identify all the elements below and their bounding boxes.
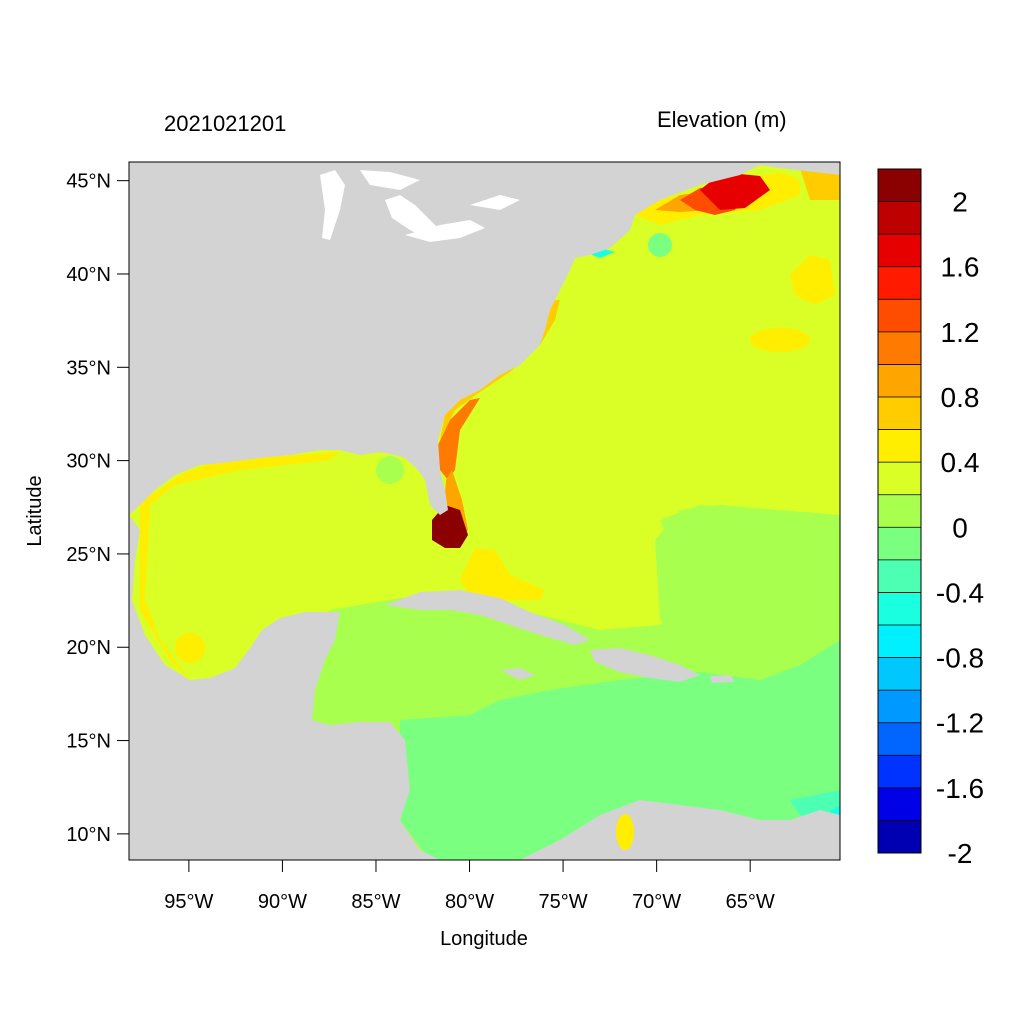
colorbar-label: -0.4: [936, 577, 984, 608]
y-axis: 45°N 40°N 35°N 30°N 25°N 20°N 15°N 10°N: [66, 171, 129, 846]
y-tick-label: 10°N: [66, 824, 111, 846]
colorbar-swatch: [878, 690, 921, 724]
colorbar-swatch: [878, 657, 921, 691]
lake-superior-edge: [360, 170, 420, 190]
colorbar-swatch: [878, 625, 921, 659]
colorbar-swatch: [878, 331, 921, 365]
colorbar-swatch: [878, 299, 921, 333]
colorbar-swatch: [878, 494, 921, 528]
maine-surge-1.6: [700, 174, 770, 210]
land-north-america: [129, 162, 840, 515]
colorbar-swatch: [878, 169, 921, 203]
colorbar-label: -1.2: [936, 708, 984, 739]
colorbar-label: 1.2: [941, 317, 980, 348]
y-tick-label: 15°N: [66, 731, 111, 753]
lake-maracaibo-surge: [616, 814, 634, 850]
x-tick-label: 65°W: [726, 891, 775, 913]
colorbar-swatch: [878, 201, 921, 235]
x-tick-label: 75°W: [539, 891, 588, 913]
atlantic-eddy-1: [750, 328, 810, 352]
x-tick-label: 90°W: [258, 891, 307, 913]
colorbar-swatch: [878, 234, 921, 268]
y-axis-label: Latitude: [24, 475, 46, 546]
x-axis: 95°W 90°W 85°W 80°W 75°W 70°W 65°W: [164, 860, 775, 913]
colorbar-swatch: [878, 820, 921, 854]
land-cuba: [385, 590, 590, 645]
fl-panhandle-low: [376, 456, 404, 484]
colorbar-label: 0: [952, 512, 968, 543]
x-axis-label: Longitude: [440, 928, 528, 950]
y-tick-label: 40°N: [66, 264, 111, 286]
y-tick-label: 20°N: [66, 637, 111, 659]
colorbar-swatch: [878, 592, 921, 626]
colorbar: 2 1.6 1.2 0.8 0.4 0 -0.4 -0.8 -1.2 -1.6 -2: [877, 168, 984, 869]
gulf-eddy: [175, 633, 205, 663]
lake-erie: [405, 220, 485, 242]
colorbar-label: 0.8: [941, 382, 980, 413]
x-tick-label: 70°W: [632, 891, 681, 913]
x-tick-label: 95°W: [164, 891, 213, 913]
colorbar-swatch: [878, 266, 921, 300]
land-puerto-rico: [710, 675, 735, 683]
colorbar-swatch: [878, 429, 921, 463]
colorbar-frame: [877, 168, 922, 854]
colorbar-label: 2: [952, 187, 968, 218]
colorbar-label: 1.6: [941, 252, 980, 283]
land-hispaniola: [590, 648, 700, 682]
y-tick-label: 35°N: [66, 357, 111, 379]
plot-frame: [128, 161, 841, 861]
date-label: 2021021201: [164, 111, 287, 136]
lake-ontario: [470, 195, 520, 210]
land-central-america-pacific: [129, 715, 410, 860]
land-jamaica: [500, 668, 535, 680]
south-florida-surge-2: [432, 505, 468, 548]
x-tick-label: 80°W: [445, 891, 494, 913]
georgia-surge-0.8: [438, 398, 480, 480]
elevation-zone-atlantic-east: [655, 505, 840, 660]
land-south-america: [520, 800, 840, 860]
variable-label: Elevation (m): [657, 107, 787, 132]
colorbar-swatch: [878, 397, 921, 431]
y-tick-label: 45°N: [66, 171, 111, 193]
elevation-zone-neg0.2-0: [400, 640, 840, 860]
colorbar-label: -1.6: [936, 773, 984, 804]
colorbar-swatch: [878, 462, 921, 496]
colorbar-swatch: [878, 755, 921, 789]
colorbar-swatch: [878, 364, 921, 398]
colorbar-swatch: [878, 527, 921, 561]
colorbar-label: -2: [948, 838, 973, 869]
colorbar-label: 0.4: [941, 447, 980, 478]
colorbar-swatch: [878, 559, 921, 593]
colorbar-label: -0.8: [936, 643, 984, 674]
map-plot-area: [129, 162, 840, 860]
y-tick-label: 25°N: [66, 544, 111, 566]
atlantic-eddy-2: [790, 255, 835, 305]
colorbar-swatch: [878, 722, 921, 756]
hudson-canyon-low: [648, 233, 672, 257]
y-tick-label: 30°N: [66, 451, 111, 473]
bahamas-surge: [460, 548, 545, 600]
colorbar-swatch: [878, 787, 921, 821]
lake-michigan: [320, 170, 345, 240]
x-tick-label: 85°W: [351, 891, 400, 913]
